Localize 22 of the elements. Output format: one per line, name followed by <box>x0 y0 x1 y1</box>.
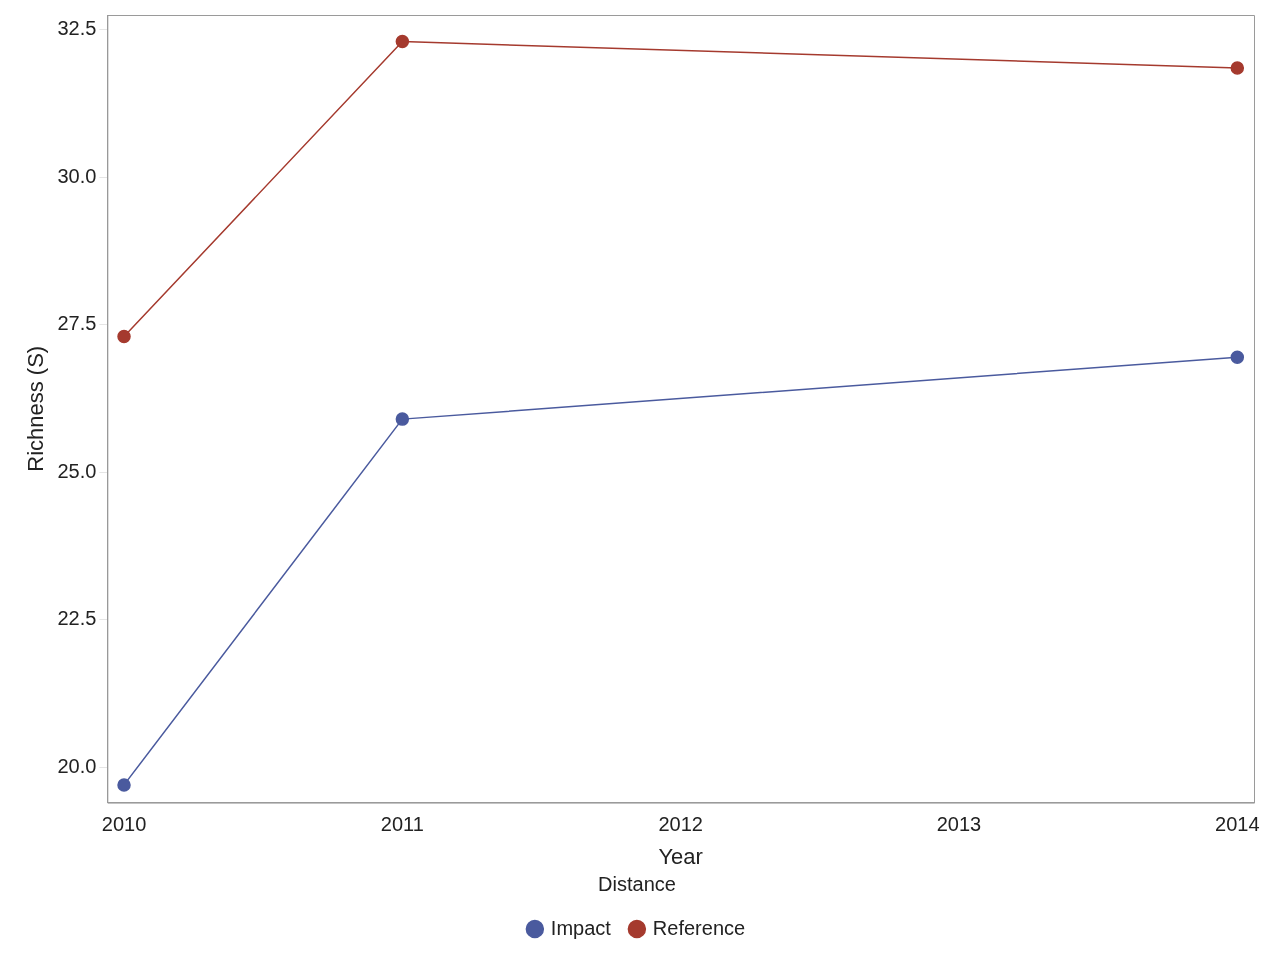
point <box>395 34 410 49</box>
x-tick-label: 2013 <box>936 813 982 836</box>
x-tick-label: 2011 <box>380 813 424 836</box>
y-tick-label: 20.0 <box>57 754 97 777</box>
point <box>117 329 131 344</box>
point <box>1230 350 1245 364</box>
y-tick-label: 22.5 <box>57 607 97 630</box>
point <box>395 412 410 426</box>
y-tick-label: 27.5 <box>57 312 97 335</box>
y-tick-label: 25.0 <box>57 459 97 482</box>
y-tick-label: 30.0 <box>57 164 97 187</box>
y-axis-title: Richness (S) <box>23 345 49 472</box>
point <box>1230 61 1245 75</box>
legend-label: Impact <box>550 916 612 939</box>
legend-title: Distance <box>598 872 676 895</box>
y-tick-label: 32.5 <box>57 17 97 40</box>
point <box>117 778 131 792</box>
legend-label: Reference <box>652 916 746 939</box>
x-tick-label: 2012 <box>658 813 703 836</box>
x-tick-label: 2010 <box>101 813 147 836</box>
x-axis-title: Year <box>658 843 703 869</box>
x-tick-label: 2014 <box>1215 813 1260 836</box>
